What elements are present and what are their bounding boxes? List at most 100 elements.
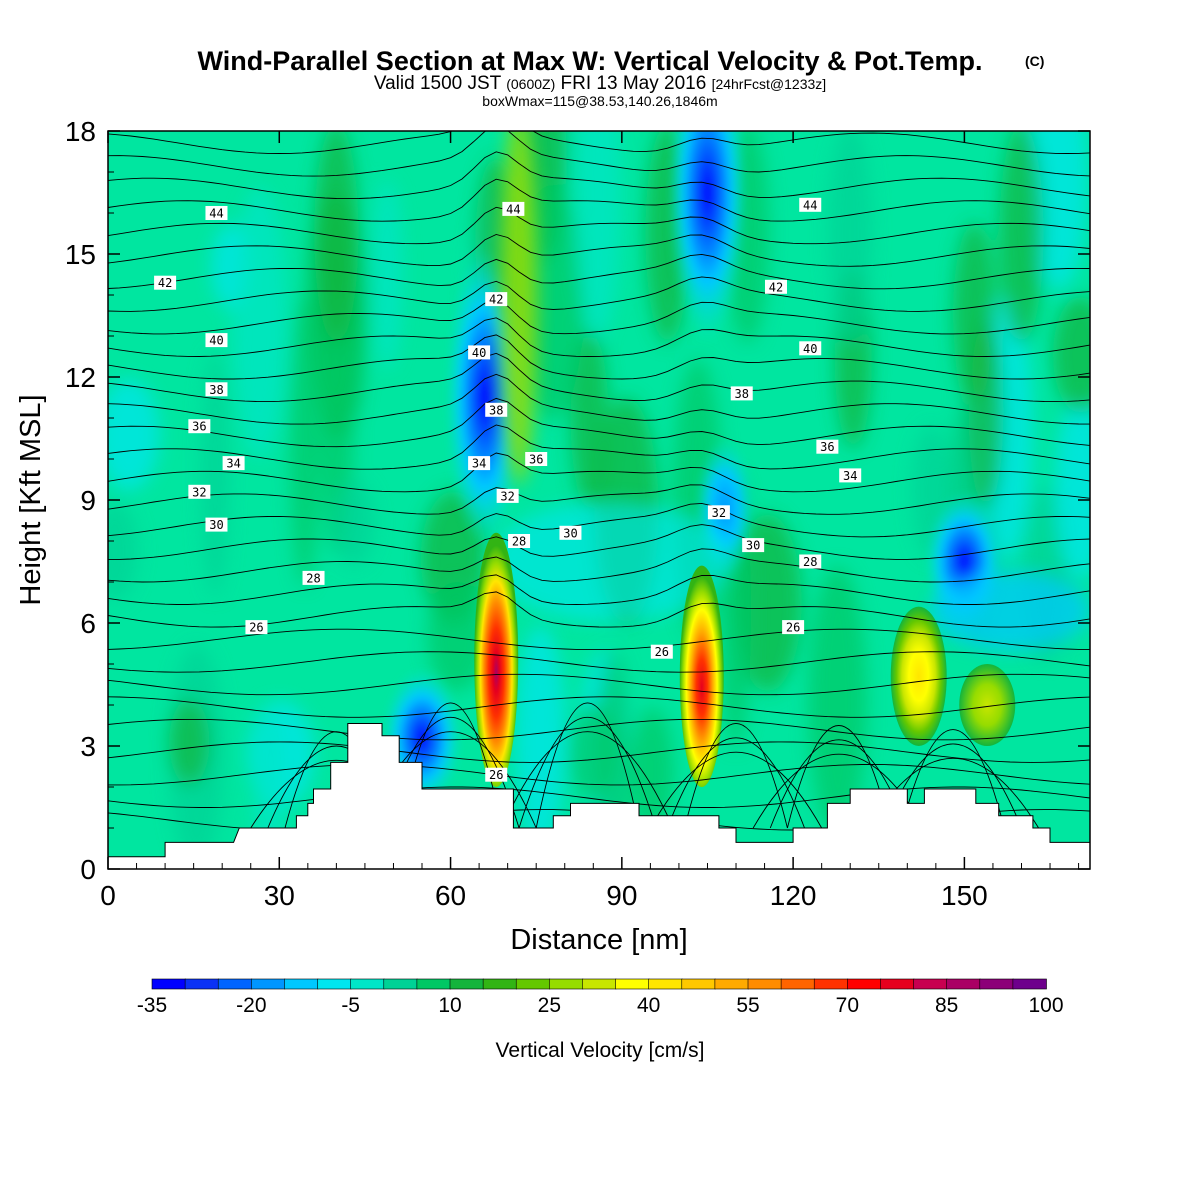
isentrope-label: 36 — [816, 439, 839, 454]
isentrope — [108, 317, 1090, 357]
isentrope-label: 42 — [154, 275, 177, 290]
colorbar-swatch — [913, 978, 948, 990]
colorbar-tick-label: -20 — [236, 994, 266, 1017]
isentrope-label-box — [485, 767, 508, 782]
isentrope-label: 38 — [205, 382, 228, 397]
isentrope — [108, 334, 1090, 380]
colorbar-tick-label: 25 — [538, 994, 561, 1017]
colorbar-swatch — [449, 978, 484, 990]
colorbar-swatch — [317, 978, 352, 990]
isentrope-label-text: 40 — [803, 342, 817, 356]
y-tick-label: 3 — [80, 731, 96, 762]
isentrope-label: 38 — [485, 402, 508, 417]
isentrope-label-box — [222, 456, 245, 471]
isentrope — [108, 786, 1090, 808]
colorbar-swatch — [416, 978, 451, 990]
isentrope-label-box — [799, 554, 822, 569]
isentrope-label-box — [205, 333, 228, 348]
isentrope-label: 30 — [742, 538, 765, 553]
isentrope — [108, 673, 1090, 696]
colorbar-swatch — [813, 978, 849, 990]
isentrope — [108, 151, 1090, 200]
isentrope-label-text: 30 — [563, 526, 577, 540]
colorbar-swatch — [582, 978, 617, 990]
field-blob — [371, 179, 403, 370]
isentrope-label: 44 — [502, 201, 525, 216]
isentrope-label-box — [485, 402, 508, 417]
colorbar-swatch — [648, 978, 683, 990]
colorbar-tick-label: 55 — [736, 994, 759, 1017]
isentrope-label: 34 — [839, 468, 862, 483]
colorbar-swatch — [151, 978, 186, 990]
title-copyright-mark: (C) — [1025, 53, 1044, 69]
x-tick-label: 30 — [264, 880, 295, 911]
isentrope-label-text: 32 — [500, 489, 514, 503]
isentrope-label-text: 44 — [506, 202, 520, 216]
isentrope-label-box — [508, 534, 531, 548]
isentrope-label-box — [496, 488, 519, 503]
colorbar: -35 -20 -5 10 25 40 55 70 85 100 — [137, 978, 1064, 1017]
isentrope-label-text: 28 — [512, 535, 526, 549]
colorbar-swatch — [681, 978, 716, 990]
isentrope-label-box — [245, 620, 268, 635]
y-tick-label: 0 — [80, 854, 96, 885]
updraft-core — [474, 532, 519, 788]
x-tick-label: 90 — [606, 880, 637, 911]
field-column — [314, 131, 359, 344]
field-blob — [734, 513, 802, 692]
isentrope — [108, 352, 1090, 403]
isentrope-dome — [649, 751, 823, 829]
isentrope — [108, 452, 1090, 493]
chart-title: Wind-Parallel Section at Max W: Vertical… — [198, 46, 983, 76]
isentrope-label: 44 — [799, 197, 822, 212]
isentrope-label-box — [468, 456, 491, 471]
isentrope — [108, 178, 1090, 222]
isentrope-label-text: 36 — [820, 440, 834, 454]
colorbar-tick-label: 70 — [836, 994, 859, 1017]
isentrope — [108, 591, 1090, 628]
isentrope-label-text: 38 — [209, 383, 223, 397]
isentrope — [108, 276, 1090, 312]
colorbar-tick-label: -5 — [341, 994, 360, 1017]
isentrope-label-box — [302, 570, 325, 585]
field-blob — [169, 698, 210, 786]
colorbar-swatch — [979, 978, 1014, 990]
isentrope-dome — [684, 723, 788, 829]
isentrope-label: 26 — [245, 620, 268, 635]
isentrope-label-box — [188, 484, 211, 499]
colorbar-swatch — [747, 978, 782, 990]
isentrope-label-box — [782, 620, 805, 635]
isentrope-label-text: 42 — [489, 293, 503, 307]
chart-header: Wind-Parallel Section at Max W: Vertical… — [198, 46, 1045, 109]
x-tick-label: 120 — [770, 880, 817, 911]
colorbar-tick-label: 40 — [637, 994, 660, 1017]
isentrope-label-text: 26 — [786, 621, 800, 635]
isentrope-label-box — [816, 439, 839, 454]
isentrope — [108, 253, 1090, 290]
isentrope-label-text: 26 — [655, 645, 669, 659]
isentrope-label: 26 — [485, 767, 508, 782]
field-blob — [1054, 396, 1090, 580]
isentrope-label: 42 — [485, 292, 508, 307]
isentrope-dome — [769, 739, 908, 829]
isentrope-label-text: 28 — [306, 571, 320, 585]
isentrope — [108, 373, 1090, 425]
isentrope-label: 34 — [222, 456, 245, 471]
isentrope-label-box — [525, 452, 548, 466]
isentrope-label-box — [205, 206, 228, 220]
field-blob — [1029, 131, 1088, 290]
updraft-core — [890, 606, 947, 746]
updraft-core — [679, 565, 724, 787]
isentrope-label-text: 38 — [735, 387, 749, 401]
field-blob — [108, 378, 160, 491]
y-tick-label: 18 — [65, 116, 96, 147]
isentrope-label-box — [205, 382, 228, 397]
isentrope-label: 26 — [782, 620, 805, 635]
isentrope-label: 30 — [559, 525, 582, 540]
isentrope — [108, 651, 1090, 673]
isentrope-label: 28 — [799, 554, 822, 569]
isentrope-label-text: 26 — [249, 621, 263, 635]
isentrope — [108, 548, 1090, 583]
y-tick-label: 12 — [65, 362, 96, 393]
colorbar-swatch — [1012, 978, 1047, 990]
